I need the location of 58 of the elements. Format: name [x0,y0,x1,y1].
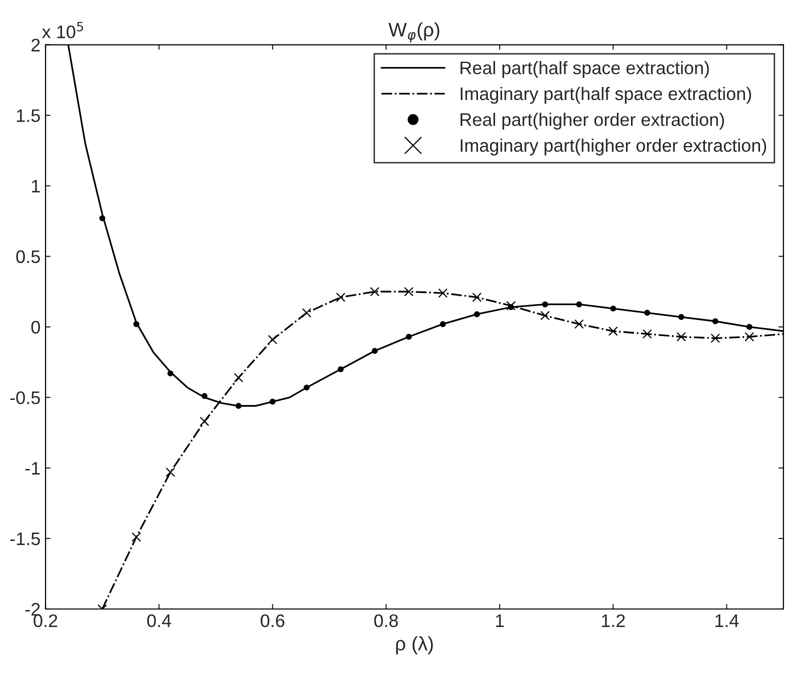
point [474,311,480,318]
point [336,292,346,302]
y-tick-label: -1 [25,462,40,474]
point [201,393,208,399]
point [268,334,278,344]
point [746,324,752,330]
point [406,334,412,340]
y-tick-label: -0.5 [10,391,40,404]
point [338,366,344,372]
point [642,329,652,339]
y-tick-label: 0.5 [16,250,40,264]
point [608,326,618,336]
point [166,467,176,477]
chart-title: W$_{φ}$(ρ) [388,22,440,42]
x-tick-label: 0.2 [34,614,58,628]
legend-label: Imaginary part(half space extraction) [460,86,752,104]
legend-label: Real part(higher order extraction) [460,112,724,130]
x-tick-label: 1.4 [715,614,739,627]
point [304,384,310,391]
point [440,321,446,328]
point [372,348,378,354]
point [438,288,448,298]
point [472,292,482,302]
y-tick-label: 1 [32,180,40,192]
point [99,215,106,222]
x-axis-title: ρ (λ) [396,636,433,654]
point [744,332,754,342]
y-tick-label: 2 [32,38,40,52]
point [132,532,142,542]
point [712,318,718,324]
text: x 10$^{5}$ [42,22,84,38]
point [542,301,548,308]
point [644,310,650,316]
point [574,319,584,329]
point [404,286,414,296]
legend-label: Imaginary part(higher order extraction) [460,138,766,156]
x-tick-label: 1.2 [602,614,625,627]
point [610,306,616,312]
point [710,333,720,343]
point [200,416,210,426]
x-tick-label: 0.4 [147,614,172,628]
point [678,314,684,320]
point [676,332,686,342]
point [236,402,242,409]
point [270,398,276,405]
point [576,301,582,308]
point [370,286,380,296]
y-tick-label: 0 [31,320,40,334]
x-tick-label: 0.6 [260,614,284,628]
point [167,370,174,376]
legend-label: Real part(half space extraction) [460,61,709,78]
y-tick-label: -1.5 [10,532,40,546]
x-tick-label: 0.8 [374,614,398,628]
y-tick-label: 1.5 [16,109,40,122]
x-tick-label: 1 [496,614,504,627]
point [133,321,140,328]
point [540,310,550,320]
point [302,308,312,318]
